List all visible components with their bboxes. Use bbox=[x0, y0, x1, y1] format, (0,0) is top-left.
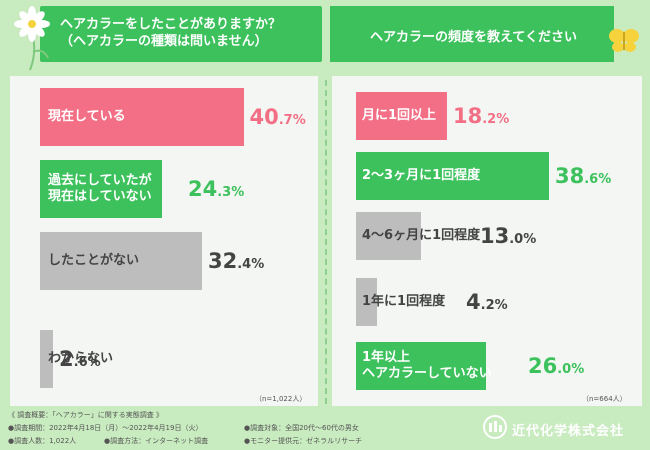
value-decimal: .0% bbox=[557, 362, 585, 377]
value-label: 13.0% bbox=[480, 224, 536, 252]
bar-3 bbox=[356, 278, 377, 326]
company-logo-icon bbox=[483, 415, 507, 439]
value-integer: 26 bbox=[528, 354, 558, 378]
value-decimal: .2% bbox=[482, 112, 510, 127]
value-decimal: .3% bbox=[217, 185, 245, 200]
survey-target: ●調査対象：全国20代〜60代の男女 bbox=[244, 424, 359, 432]
bar-label: 現在している bbox=[48, 109, 126, 125]
survey-summary: 《 調査概要：「ヘアカラー」に関する実態調査 》 bbox=[8, 411, 163, 419]
flower-icon bbox=[14, 6, 50, 71]
bar-2 bbox=[356, 212, 421, 260]
bar-label: 過去にしていたが 現在はしていない bbox=[48, 173, 152, 205]
bar-2 bbox=[40, 232, 202, 290]
survey-method: ●調査方法：インターネット調査 bbox=[104, 437, 209, 445]
bar-label-line: 月に1回以上 bbox=[362, 108, 437, 123]
value-label: 26.0% bbox=[528, 354, 584, 382]
right-question-banner: ヘアカラーの頻度を教えてください bbox=[330, 6, 614, 62]
bar-0 bbox=[356, 92, 447, 140]
left-question-banner: ヘアカラーをしたことがありますか？ （ヘアカラーの種類は問いません） bbox=[40, 6, 322, 62]
company-name: 近代化学株式会社 bbox=[512, 424, 625, 439]
value-label: 32.4% bbox=[208, 249, 264, 277]
value-label: 2.6% bbox=[59, 347, 101, 375]
survey-period: ●調査期間：2022年4月18日（月）〜2022年4月19日（火） bbox=[8, 424, 203, 432]
right-n-note: （n=664人） bbox=[582, 395, 627, 403]
bar-label-line: 現在はしていない bbox=[48, 189, 152, 204]
butterfly-icon bbox=[609, 29, 639, 52]
bar-label: 2〜3ヶ月に1回程度 bbox=[362, 168, 480, 184]
bar-label: わからない bbox=[48, 351, 113, 367]
bar-label: 4〜6ヶ月に1回程度 bbox=[362, 228, 480, 244]
bar-label: したことがない bbox=[48, 253, 139, 269]
left-n-note: （n=1,022人） bbox=[255, 395, 307, 403]
value-decimal: .7% bbox=[278, 113, 306, 128]
value-label: 18.2% bbox=[453, 104, 509, 132]
footer: 《 調査概要：「ヘアカラー」に関する実態調査 》 ●調査期間：2022年4月18… bbox=[0, 406, 650, 450]
value-label: 38.6% bbox=[555, 164, 611, 192]
bar-label-line: 過去にしていたが bbox=[48, 173, 152, 188]
bar-3 bbox=[40, 330, 53, 388]
value-integer: 2 bbox=[59, 347, 74, 371]
value-label: 24.3% bbox=[188, 177, 244, 205]
bar-label: 月に1回以上 bbox=[362, 108, 436, 124]
bar-label-line: 4〜6ヶ月に1回程度 bbox=[362, 228, 481, 243]
bar-label-line: 現在している bbox=[48, 109, 126, 124]
value-integer: 4 bbox=[466, 290, 481, 314]
bar-4 bbox=[356, 342, 486, 390]
value-integer: 24 bbox=[188, 177, 218, 201]
bar-label-line: したことがない bbox=[48, 253, 140, 268]
value-decimal: .0% bbox=[509, 232, 537, 247]
value-label: 40.7% bbox=[250, 105, 306, 133]
bar-label-line: 1年以上 bbox=[362, 350, 411, 365]
value-decimal: .6% bbox=[584, 172, 612, 187]
bar-label-line: 1年に1回程度 bbox=[362, 294, 446, 309]
left-question-line1: ヘアカラーをしたことがありますか？ bbox=[60, 17, 282, 32]
bar-1 bbox=[40, 160, 162, 218]
value-integer: 13 bbox=[480, 224, 510, 248]
bar-label-line: わからない bbox=[48, 351, 114, 366]
right-question: ヘアカラーの頻度を教えてください bbox=[370, 30, 577, 45]
bar-0 bbox=[40, 88, 244, 146]
value-integer: 18 bbox=[453, 104, 483, 128]
value-decimal: .6% bbox=[73, 355, 101, 370]
value-integer: 32 bbox=[208, 249, 238, 273]
value-integer: 38 bbox=[555, 164, 585, 188]
bar-label: 1年以上 ヘアカラーしていない bbox=[362, 350, 492, 382]
bar-label-line: 2〜3ヶ月に1回程度 bbox=[362, 168, 481, 183]
bar-label: 1年に1回程度 bbox=[362, 294, 445, 310]
dashed-divider bbox=[325, 80, 327, 404]
survey-respondents: ●調査人数：1,022人 bbox=[8, 437, 77, 445]
survey-provider: ●モニター提供元：ゼネラルリサーチ bbox=[244, 437, 363, 445]
header: ヘアカラーをしたことがありますか？ （ヘアカラーの種類は問いません） ヘアカラー… bbox=[0, 0, 650, 72]
value-decimal: .4% bbox=[237, 257, 265, 272]
bar-label-line: ヘアカラーしていない bbox=[362, 366, 492, 381]
value-decimal: .2% bbox=[480, 298, 508, 313]
left-question-line2: （ヘアカラーの種類は問いません） bbox=[60, 34, 268, 49]
value-label: 4.2% bbox=[466, 290, 508, 318]
bar-1 bbox=[356, 152, 549, 200]
left-question: ヘアカラーをしたことがありますか？ （ヘアカラーの種類は問いません） bbox=[60, 16, 281, 50]
value-integer: 40 bbox=[249, 105, 279, 129]
